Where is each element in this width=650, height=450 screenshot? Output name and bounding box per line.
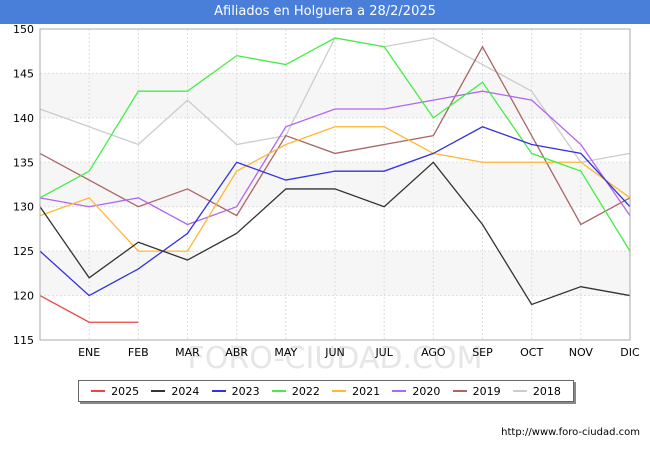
y-tick-label: 115: [13, 334, 34, 347]
legend-label: 2024: [171, 384, 200, 398]
series-line-2021: [39, 126, 631, 252]
legend-item-2024: 2024: [151, 385, 199, 398]
legend-item-2021: 2021: [332, 385, 380, 398]
x-tick-label: ENE: [78, 346, 100, 359]
x-tick-label: JUL: [374, 346, 393, 359]
x-tick-label: MAY: [274, 346, 297, 359]
legend-swatch: [452, 390, 467, 392]
legend-item-2023: 2023: [211, 384, 260, 398]
x-tick-label: JUN: [324, 346, 345, 359]
watermark-text: FORO-CIUDAD.COM: [188, 341, 483, 376]
grid-band: [40, 117, 630, 163]
series-line-2020: [39, 90, 631, 226]
grid-band: [40, 73, 630, 118]
legend-label: 2023: [231, 384, 260, 398]
legend-label: 2019: [472, 384, 501, 398]
legend-swatch: [392, 390, 407, 392]
axis-layer: 115 120 125 130 135 140 145 150 ENE FEB MAR ABR MAY J…: [13, 23, 640, 359]
x-tick-label: MAR: [175, 346, 200, 359]
legend-item-2019: 2019: [452, 384, 501, 398]
series-line-2019: [39, 45, 631, 226]
legend-label: 2022: [291, 384, 320, 398]
y-tick-label: 140: [13, 112, 34, 125]
legend: 2025 2024 2023 2022 2021 2020 2019 2018: [78, 380, 574, 402]
y-tick-label: 125: [13, 245, 34, 258]
legend-swatch: [512, 390, 527, 392]
x-tick-label: ABR: [225, 346, 248, 359]
series-line-2024: [39, 161, 631, 306]
x-tick-label: OCT: [520, 346, 543, 359]
y-tick-label: 135: [13, 156, 34, 169]
plot-frame: [39, 28, 631, 341]
series-line-2023: [39, 126, 631, 297]
chart-title: Afiliados en Holguera a 28/2/2025: [0, 0, 650, 24]
legend-swatch: [91, 390, 106, 392]
y-tick-label: 130: [13, 201, 34, 214]
x-tick-label: DIC: [620, 346, 640, 359]
x-tick-label: AGO: [421, 346, 446, 359]
legend-swatch: [332, 390, 347, 392]
x-tick-label: FEB: [128, 346, 149, 359]
legend-item-2018: 2018: [512, 384, 561, 398]
grid-layer: [39, 28, 631, 341]
legend-swatch: [211, 390, 226, 392]
series-line-2022: [39, 37, 631, 252]
legend-label: 2021: [352, 384, 381, 398]
legend-item-2022: 2022: [271, 384, 320, 398]
legend-label: 2018: [532, 384, 561, 398]
legend-swatch: [151, 390, 166, 392]
legend-swatch: [271, 390, 286, 392]
x-tick-label: NOV: [569, 346, 594, 359]
series-line-2025: [39, 295, 139, 323]
legend-label: 2025: [111, 384, 140, 398]
series-layer: [39, 37, 631, 323]
legend-item-2025: 2025: [91, 385, 139, 398]
legend-item-2020: 2020: [392, 385, 440, 398]
y-tick-label: 120: [13, 290, 34, 303]
x-tick-label: SEP: [472, 346, 493, 359]
y-tick-label: 145: [13, 67, 34, 80]
source-url: http://www.foro-ciudad.com: [501, 427, 640, 438]
legend-label: 2020: [412, 384, 441, 398]
y-tick-label: 150: [13, 23, 34, 36]
